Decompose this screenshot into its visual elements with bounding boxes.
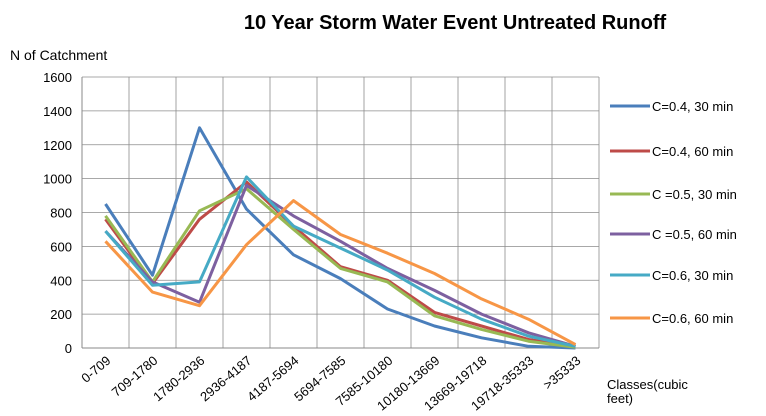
legend-label: C =0.5, 60 min bbox=[652, 227, 737, 242]
series-line bbox=[104, 175, 576, 348]
legend-label: C=0.6, 30 min bbox=[652, 268, 733, 283]
y-tick-label: 600 bbox=[50, 239, 72, 254]
y-tick-label: 200 bbox=[50, 307, 72, 322]
y-tick-label: 1000 bbox=[43, 172, 72, 187]
series-line bbox=[104, 199, 577, 346]
y-tick-label: 1400 bbox=[43, 104, 72, 119]
series-line bbox=[104, 126, 576, 350]
x-axis-title: Classes(cubic feet) bbox=[607, 377, 688, 406]
legend-label: C=0.4, 30 min bbox=[652, 99, 733, 114]
x-tick-label: >35333 bbox=[540, 353, 583, 393]
x-tick-label: 1780-2936 bbox=[150, 353, 207, 404]
y-tick-label: 0 bbox=[65, 341, 72, 356]
legend-label: C=0.6, 60 min bbox=[652, 311, 733, 326]
y-tick-label: 400 bbox=[50, 273, 72, 288]
x-tick-label: 2936-4187 bbox=[197, 353, 254, 404]
x-tick-label: 4187-5694 bbox=[244, 353, 301, 404]
y-tick-label: 1200 bbox=[43, 138, 72, 153]
y-tick-label: 1600 bbox=[43, 70, 72, 85]
legend-label: C=0.4, 60 min bbox=[652, 144, 733, 159]
y-axis-title: N of Catchment bbox=[10, 47, 107, 63]
chart-title: 10 Year Storm Water Event Untreated Runo… bbox=[244, 12, 667, 34]
x-tick-label: 0-709 bbox=[78, 353, 113, 386]
series-line bbox=[104, 183, 576, 348]
series-line bbox=[104, 187, 576, 349]
y-tick-label: 800 bbox=[50, 206, 72, 221]
legend-label: C =0.5, 30 min bbox=[652, 187, 737, 202]
